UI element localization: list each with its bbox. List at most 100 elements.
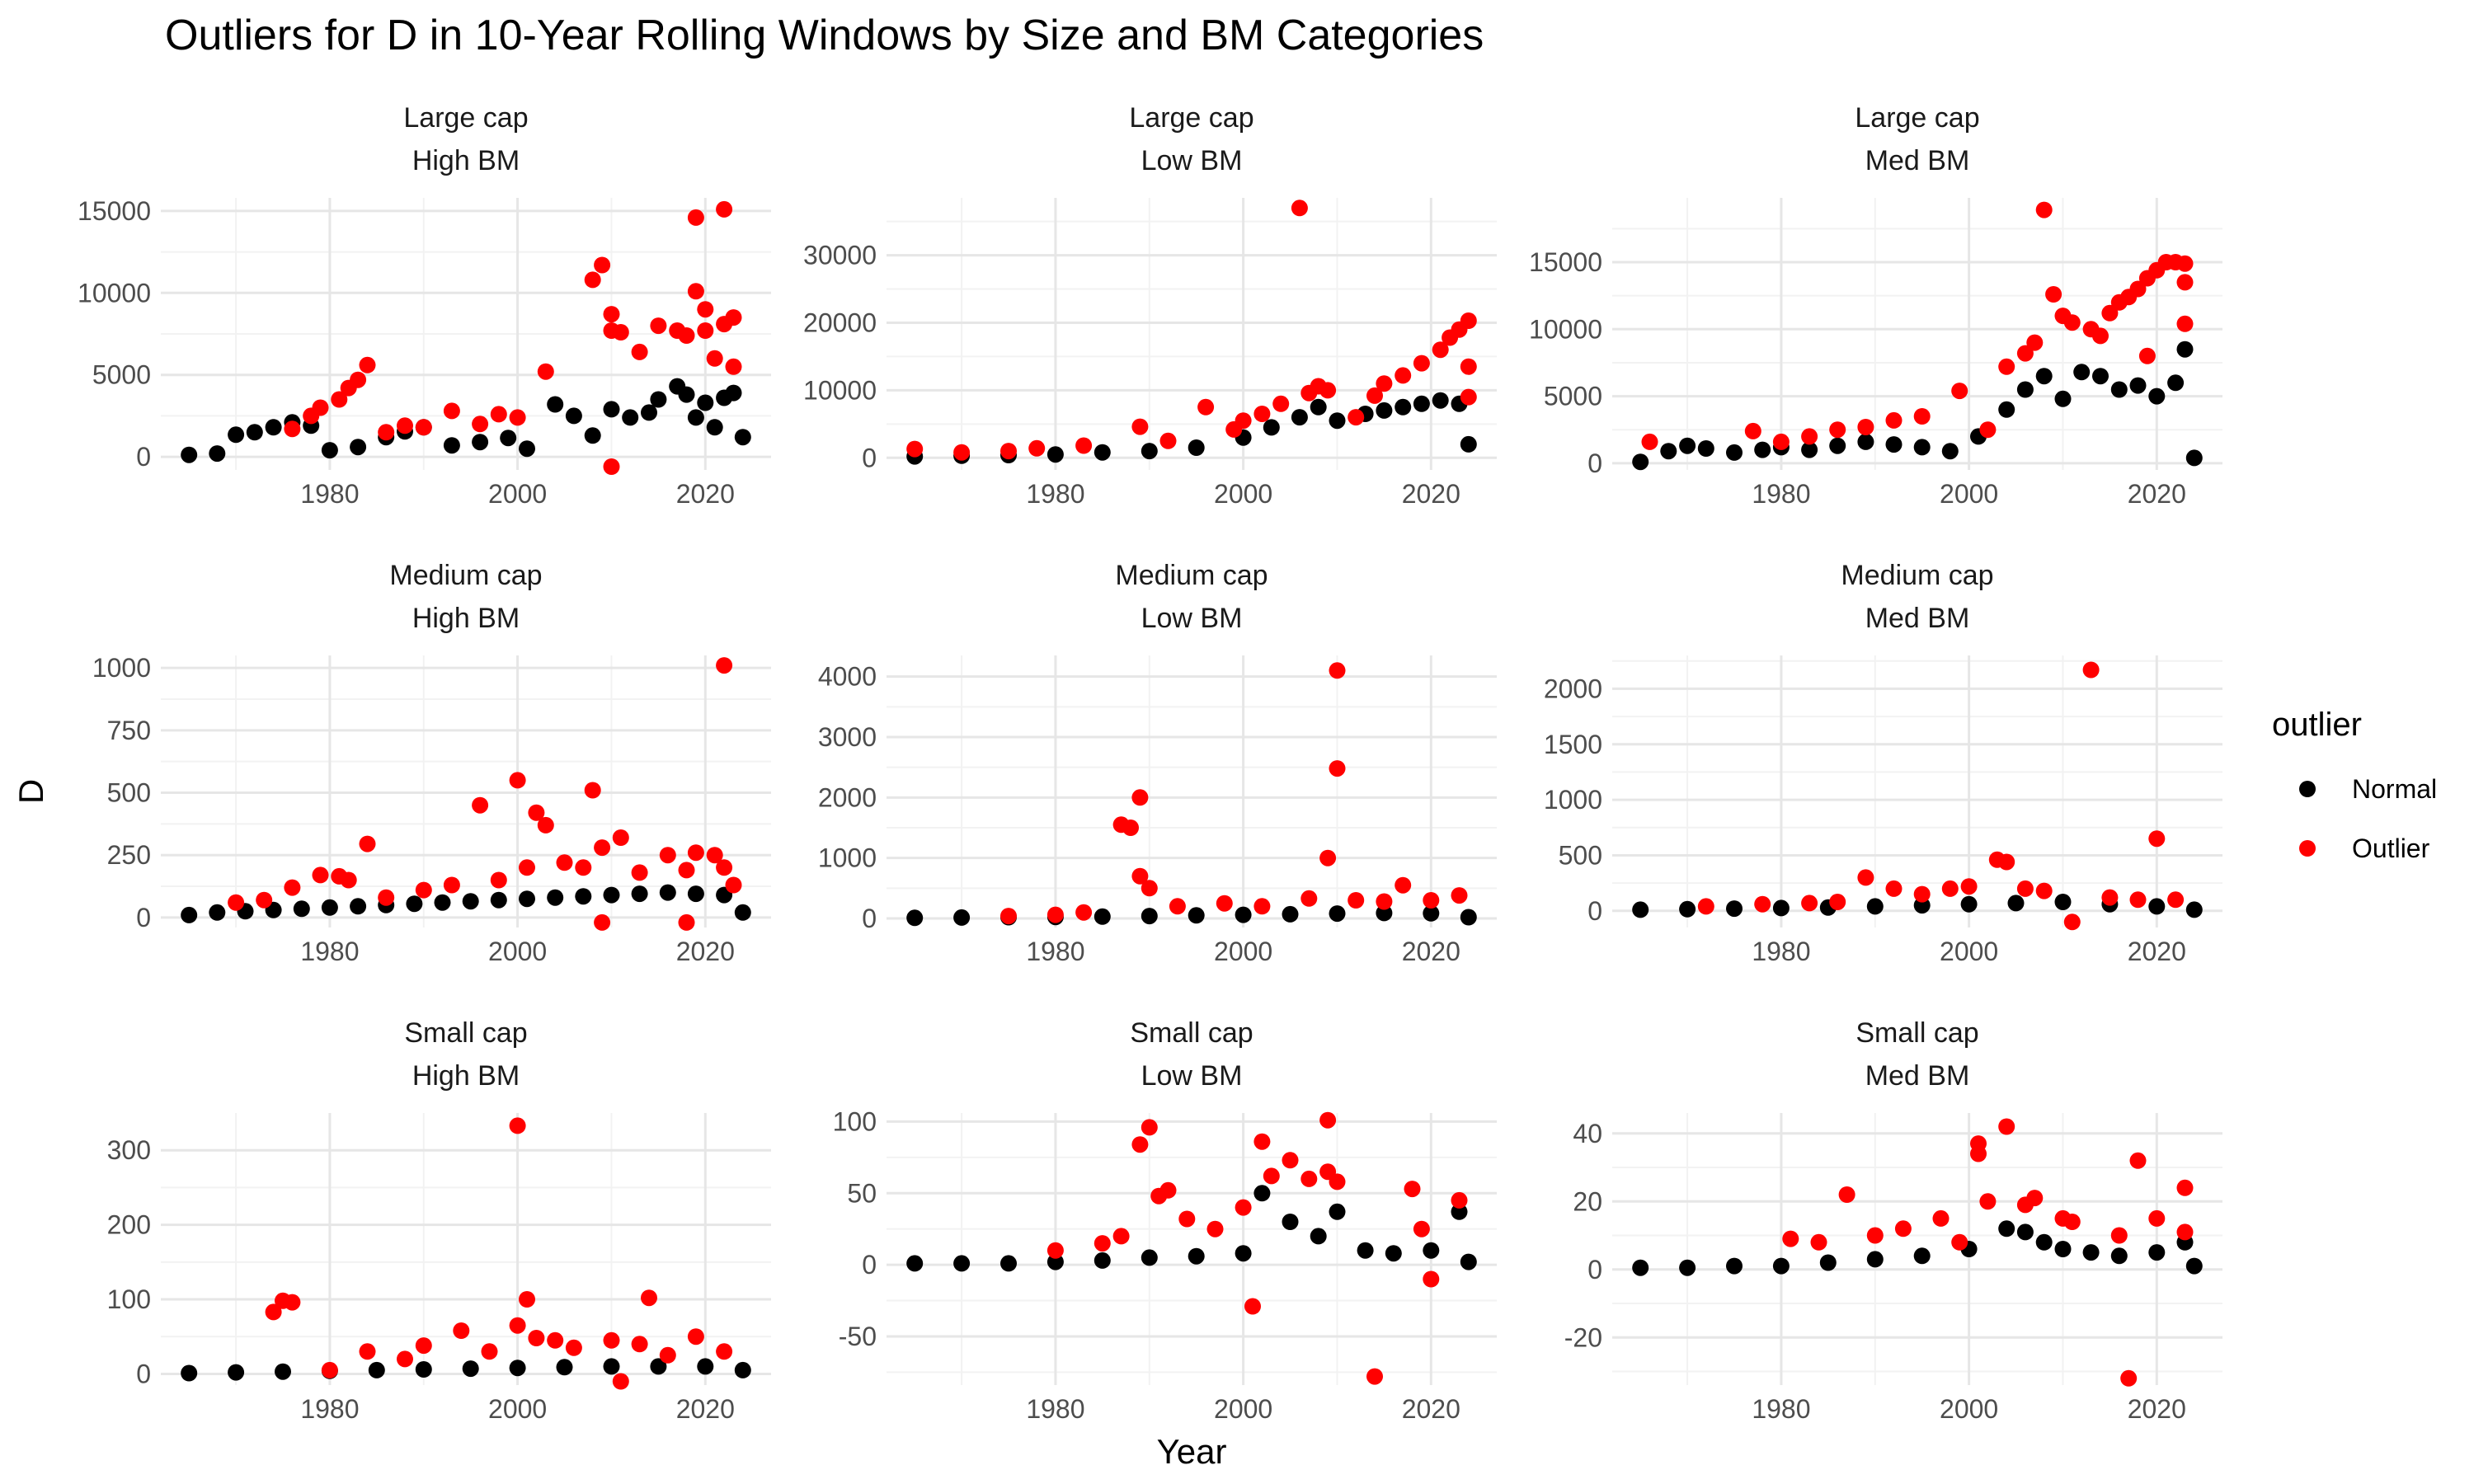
- y-tick-label: 20000: [803, 308, 877, 337]
- x-tick-label: 1980: [300, 937, 359, 966]
- point-normal: [500, 430, 517, 447]
- point-outlier: [1772, 433, 1790, 450]
- point-outlier: [1094, 1235, 1111, 1252]
- facet-bm-label: High BM: [412, 603, 520, 634]
- point-normal: [734, 429, 751, 446]
- point-outlier: [1932, 1209, 1950, 1227]
- y-tick-label: 0: [1587, 448, 1602, 478]
- facet-size-label: Small cap: [1856, 1017, 1978, 1049]
- point-outlier: [1263, 1167, 1280, 1185]
- point-outlier: [1894, 1220, 1912, 1237]
- point-normal: [228, 426, 245, 444]
- point-normal: [1357, 1242, 1374, 1259]
- point-normal: [2082, 1244, 2100, 1261]
- point-outlier: [706, 847, 723, 864]
- point-outlier: [359, 835, 376, 852]
- point-outlier: [584, 271, 601, 289]
- y-tick-label: 15000: [78, 196, 151, 226]
- point-normal: [181, 1364, 198, 1382]
- point-normal: [650, 1358, 667, 1375]
- point-outlier: [472, 796, 489, 814]
- facet-size-label: Large cap: [1855, 102, 1979, 134]
- point-outlier: [453, 1322, 470, 1339]
- point-outlier: [1951, 1233, 1968, 1251]
- point-outlier: [1829, 894, 1846, 910]
- point-normal: [2016, 381, 2034, 398]
- point-normal: [434, 894, 451, 911]
- panel-medium-cap-low-bm: Medium cap Low BM 1980 2000 2020 0 1000 2000 300…: [818, 560, 1497, 966]
- y-tick-label: 0: [1587, 896, 1602, 926]
- point-normal: [1829, 437, 1846, 454]
- y-tick-label: 1000: [818, 843, 877, 873]
- point-normal: [1047, 1253, 1064, 1270]
- y-tick-label: 0: [862, 443, 877, 472]
- point-outlier: [1951, 383, 1968, 400]
- point-normal: [631, 885, 648, 903]
- point-outlier: [1131, 1136, 1149, 1153]
- point-normal: [547, 889, 564, 906]
- point-outlier: [953, 444, 971, 461]
- point-normal: [368, 1361, 385, 1378]
- point-outlier: [1169, 898, 1186, 915]
- point-outlier: [678, 913, 695, 931]
- point-outlier: [2176, 1179, 2194, 1196]
- x-tick-label: 2020: [676, 479, 735, 509]
- point-outlier: [1291, 200, 1308, 217]
- legend: outlier Normal Outlier: [2272, 707, 2437, 863]
- point-outlier: [1272, 395, 1290, 412]
- y-tick-label: 40: [1573, 1119, 1602, 1148]
- point-outlier: [537, 816, 554, 834]
- point-outlier: [2101, 304, 2119, 322]
- y-tick-label: 0: [862, 1250, 877, 1280]
- point-normal: [181, 446, 198, 463]
- point-normal: [1141, 1249, 1158, 1266]
- point-outlier: [1801, 895, 1818, 912]
- point-normal: [1000, 1255, 1017, 1272]
- x-tick-label: 2000: [488, 1394, 547, 1424]
- y-tick-label: 30000: [803, 241, 877, 270]
- point-normal: [472, 434, 489, 451]
- point-normal: [1913, 1247, 1931, 1265]
- facet-size-label: Small cap: [1130, 1017, 1253, 1049]
- point-outlier: [1000, 908, 1017, 925]
- point-outlier: [547, 1331, 564, 1349]
- point-outlier: [1866, 1227, 1884, 1244]
- point-outlier: [359, 1343, 376, 1360]
- point-outlier: [1206, 1220, 1224, 1237]
- point-normal: [687, 885, 704, 903]
- points-medium-cap-high-bm: [181, 657, 751, 931]
- point-outlier: [716, 1343, 733, 1360]
- point-outlier: [1075, 437, 1093, 454]
- point-normal: [1423, 1242, 1440, 1259]
- point-normal: [350, 439, 367, 456]
- panel-small-cap-low-bm: Small cap Low BM 1980 2000 2020 -50 0 50 100: [833, 1017, 1497, 1424]
- point-outlier: [1413, 1220, 1430, 1237]
- point-normal: [1754, 441, 1771, 458]
- point-normal: [1819, 1254, 1837, 1271]
- facet-size-label: Medium cap: [389, 560, 542, 591]
- point-outlier: [687, 283, 704, 300]
- point-outlier: [1376, 375, 1393, 392]
- point-normal: [1772, 1257, 1790, 1275]
- point-outlier: [1754, 895, 1771, 913]
- point-normal: [1395, 398, 1412, 416]
- y-tick-label: 2000: [1544, 674, 1602, 703]
- point-outlier: [725, 309, 742, 326]
- point-outlier: [716, 200, 733, 218]
- point-outlier: [2035, 882, 2053, 899]
- point-outlier: [1979, 421, 1997, 439]
- point-normal: [906, 909, 924, 927]
- point-outlier: [603, 306, 620, 323]
- point-normal: [1679, 900, 1696, 918]
- y-tick-label: 1000: [92, 653, 151, 683]
- point-outlier: [594, 839, 611, 857]
- point-outlier: [2101, 889, 2119, 906]
- point-outlier: [1641, 433, 1658, 450]
- point-outlier: [1998, 853, 2015, 871]
- point-normal: [1376, 904, 1393, 922]
- x-tick-label: 2000: [488, 937, 547, 966]
- point-outlier: [509, 409, 526, 426]
- x-tick-label: 2020: [1402, 937, 1460, 966]
- point-outlier: [1319, 1111, 1337, 1129]
- points-large-cap-low-bm: [906, 200, 1477, 465]
